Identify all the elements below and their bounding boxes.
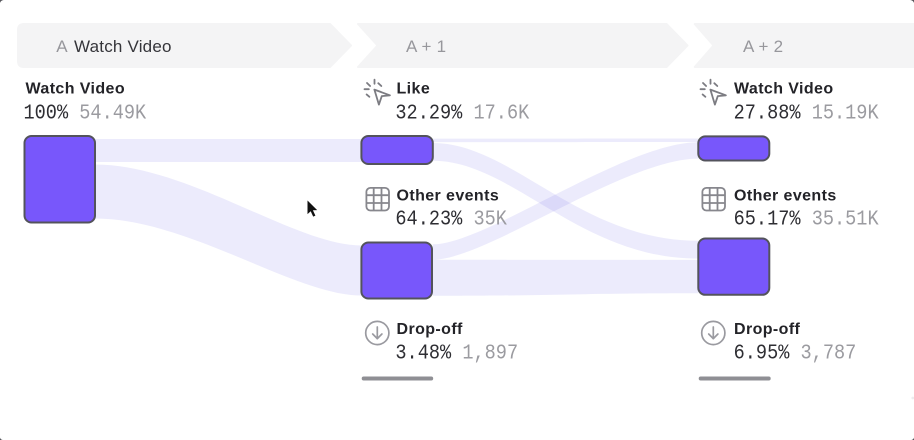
svg-text:A + 2: A + 2 — [743, 37, 783, 56]
svg-text:3.48% 1,897: 3.48% 1,897 — [395, 342, 518, 365]
svg-text:Other events: Other events — [734, 188, 837, 205]
svg-text:Like: Like — [397, 81, 431, 98]
svg-text:27.88% 15.19K: 27.88% 15.19K — [734, 102, 879, 125]
svg-text:Drop-off: Drop-off — [734, 321, 801, 338]
svg-text:64.23% 35K: 64.23% 35K — [395, 208, 507, 231]
svg-text:A: A — [56, 37, 68, 56]
svg-text:Drop-off: Drop-off — [397, 321, 464, 338]
svg-text:100% 54.49K: 100% 54.49K — [24, 102, 147, 125]
svg-text:Other events: Other events — [397, 188, 500, 205]
svg-text:Watch Video: Watch Video — [74, 37, 172, 56]
svg-text:A + 1: A + 1 — [406, 37, 446, 56]
svg-text:6.95% 3,787: 6.95% 3,787 — [734, 342, 857, 365]
svg-text:65.17% 35.51K: 65.17% 35.51K — [734, 208, 879, 231]
svg-text:32.29% 17.6K: 32.29% 17.6K — [395, 102, 529, 125]
svg-text:Watch Video: Watch Video — [734, 81, 834, 98]
svg-text:Watch Video: Watch Video — [26, 81, 126, 98]
